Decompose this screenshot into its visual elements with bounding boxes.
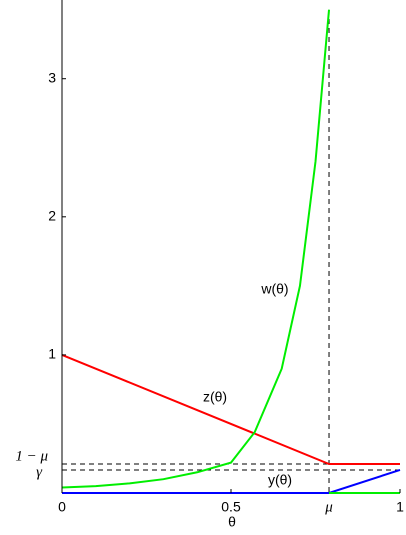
x-axis-label: θ: [228, 514, 236, 530]
x-tick-label: 0.5: [221, 499, 241, 515]
y-tick-label: 2: [48, 208, 56, 224]
y-tick-label: 3: [48, 69, 56, 85]
reference-label: 1 − μ: [15, 448, 48, 464]
annotation: w(θ): [260, 281, 288, 297]
annotation: y(θ): [268, 472, 292, 488]
series-line: [61, 9, 400, 494]
series-line: [61, 353, 400, 465]
y-tick-label: 1: [48, 346, 56, 362]
annotation: z(θ): [203, 389, 227, 405]
x-tick-label: 0: [58, 499, 66, 515]
reference-label: μ: [324, 499, 333, 515]
x-tick-label: 1: [396, 499, 404, 515]
reference-label: γ: [36, 464, 43, 480]
